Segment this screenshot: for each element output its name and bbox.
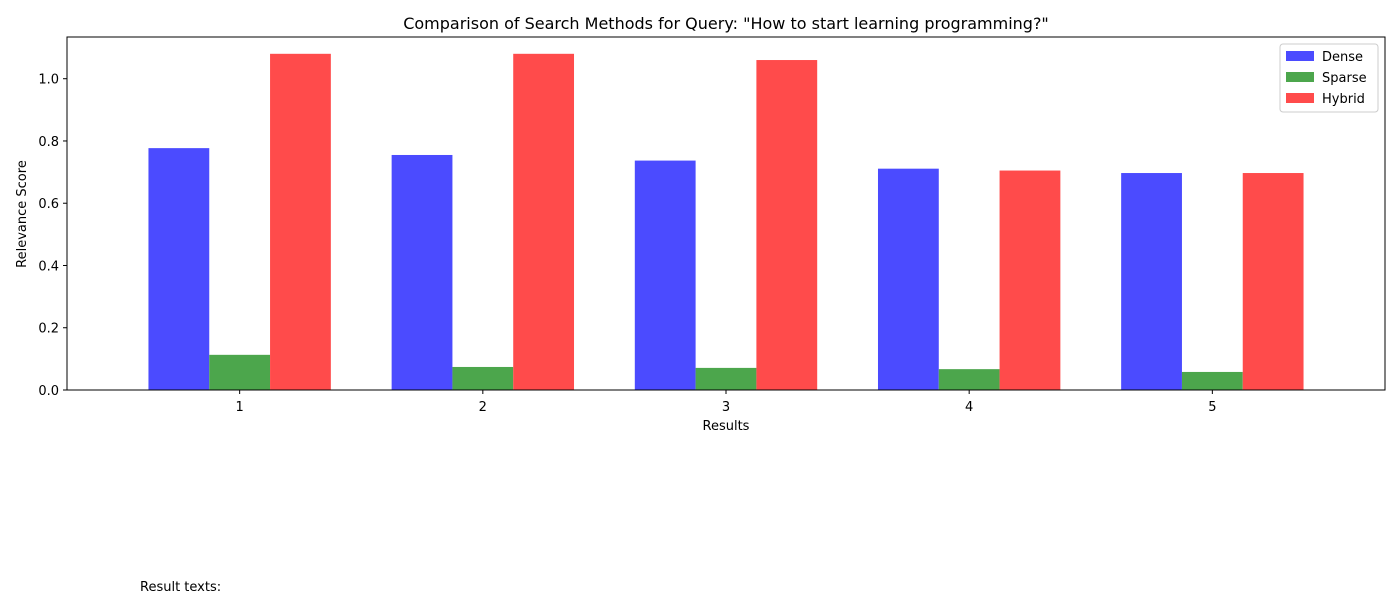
- bar-sparse-2: [452, 366, 514, 390]
- y-tick-label: 0.4: [38, 259, 59, 274]
- bar-sparse-5: [1181, 371, 1243, 390]
- bar-dense-1: [148, 148, 210, 390]
- bar-hybrid-1: [270, 53, 331, 391]
- bar-hybrid-5: [1242, 173, 1304, 390]
- y-tick-label: 0.0: [38, 384, 59, 399]
- x-tick-label: 4: [965, 400, 973, 415]
- y-axis-label: Relevance Score: [15, 160, 30, 268]
- bar-sparse-4: [938, 369, 1000, 390]
- bar-dense-4: [877, 168, 939, 390]
- bar-sparse-3: [695, 367, 757, 390]
- legend-swatch-sparse: [1286, 72, 1314, 82]
- bar-hybrid-4: [999, 170, 1061, 390]
- legend-label-dense: Dense: [1322, 50, 1363, 65]
- bar-hybrid-2: [513, 53, 575, 391]
- legend: Dense Sparse Hybrid: [1279, 43, 1379, 113]
- x-axis-label: Results: [703, 419, 750, 434]
- axes-frame: [66, 36, 1386, 391]
- y-tick-label: 0.6: [38, 197, 59, 212]
- result-texts-label: Result texts:: [140, 580, 222, 595]
- x-tick-label: 5: [1208, 400, 1216, 415]
- y-tick-label: 0.8: [38, 135, 59, 150]
- bar-hybrid-3: [756, 60, 818, 390]
- x-tick-label: 2: [479, 400, 487, 415]
- bar-sparse-1: [209, 354, 271, 390]
- x-axis: 1 2 3 4 5: [236, 390, 1216, 415]
- bars-group: [148, 53, 1304, 391]
- y-tick-label: 1.0: [38, 73, 59, 88]
- legend-swatch-hybrid: [1286, 93, 1314, 103]
- y-tick-label: 0.2: [38, 322, 59, 337]
- legend-label-sparse: Sparse: [1322, 71, 1367, 86]
- chart-title: Comparison of Search Methods for Query: …: [403, 14, 1049, 33]
- y-axis: 0.0 0.2 0.4 0.6 0.8 1.0: [38, 73, 67, 399]
- legend-swatch-dense: [1286, 51, 1314, 61]
- bar-dense-5: [1121, 173, 1182, 390]
- plot-area: 0.0 0.2 0.4 0.6 0.8 1.0 1 2 3 4 5: [38, 36, 1386, 415]
- x-tick-label: 1: [236, 400, 244, 415]
- legend-label-hybrid: Hybrid: [1322, 92, 1365, 107]
- bar-dense-2: [391, 154, 453, 390]
- x-tick-label: 3: [722, 400, 730, 415]
- bar-dense-3: [634, 160, 696, 390]
